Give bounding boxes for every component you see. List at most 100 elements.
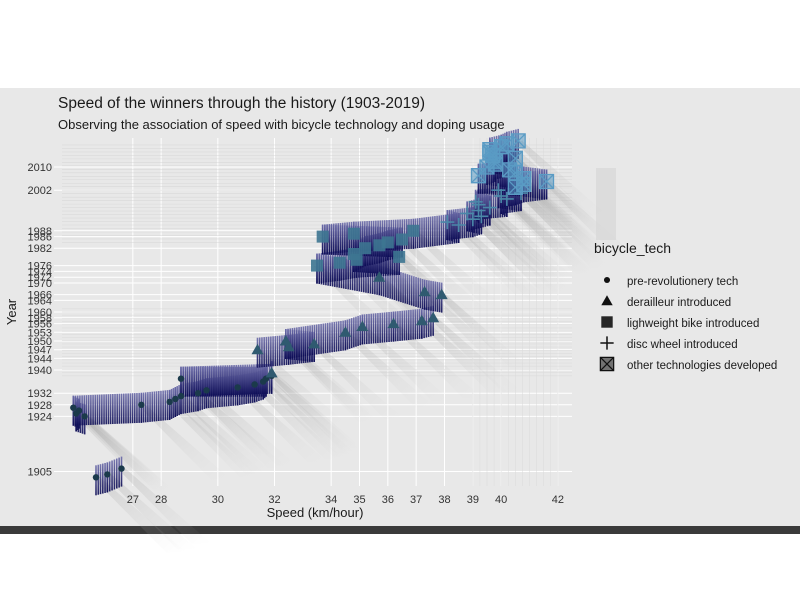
ribbon-stripe: [94, 394, 97, 425]
x-tick-label: 36: [382, 494, 394, 506]
ribbon-stripe: [388, 219, 390, 250]
ribbon-stripe: [298, 327, 300, 358]
ribbon-stripe: [438, 215, 441, 246]
ribbon-stripe: [248, 364, 251, 395]
ribbon-stripe: [239, 364, 242, 395]
ribbon-stripe: [151, 391, 154, 422]
ribbon-stripe: [402, 272, 404, 303]
ribbon-stripe: [337, 321, 340, 352]
ribbon-stripe: [442, 214, 445, 245]
ribbon-stripe: [417, 277, 419, 308]
ribbon-stripe: [118, 393, 121, 424]
point-pre-revolutionery-tech: [172, 395, 179, 403]
y-tick-label: 1982: [28, 243, 52, 255]
mark-shadow: [429, 317, 524, 393]
ribbon-stripe: [276, 335, 279, 366]
point-derailleur-introduced: [308, 337, 321, 349]
point-disc-wheel-introduced: [499, 191, 514, 206]
ribbon-stripe: [142, 392, 145, 423]
ribbon-stripe: [83, 395, 86, 426]
x-tick-label: 39: [467, 494, 479, 506]
ribbon-stripe: [136, 392, 138, 423]
ribbon-stripe: [249, 366, 252, 397]
ribbon-stripe: [370, 220, 373, 251]
ribbon-stripe: [255, 364, 257, 395]
legend-key-plus: [600, 336, 614, 350]
mark-shadow: [454, 225, 549, 300]
ribbon-stripe: [335, 223, 337, 254]
point-lighweight-bike-introduced: [350, 253, 363, 266]
mark-shadow: [310, 343, 405, 419]
ribbon-stripe: [242, 364, 244, 395]
mark-shadow: [485, 207, 580, 283]
ribbon-stripe: [414, 309, 417, 340]
ribbon-stripe: [153, 391, 156, 422]
ribbon-stripe: [109, 394, 112, 425]
ribbon-stripe: [410, 309, 412, 340]
ribbon-stripe: [327, 252, 330, 283]
mark-shadow: [398, 239, 492, 315]
ribbon-stripe: [328, 223, 331, 254]
y-tick-label: 1966: [28, 290, 52, 302]
ribbon-stripe: [281, 335, 283, 366]
point-disc-wheel-introduced: [468, 194, 483, 209]
ribbon-stripe: [387, 267, 389, 298]
ribbon-stripe: [429, 216, 432, 247]
ribbon-stripe: [425, 307, 428, 338]
ribbon-stripe: [307, 325, 309, 356]
ribbon-stripe: [341, 222, 344, 253]
ribbon-stripe: [189, 366, 191, 397]
ribbon-stripe: [470, 200, 473, 231]
ribbon-stripe: [381, 312, 384, 343]
ribbon-stripe: [375, 220, 377, 251]
ribbon-stripe: [413, 276, 415, 307]
bottom-bar: [0, 526, 800, 534]
ribbon-stripe: [372, 243, 375, 274]
ribbon-stripe: [325, 252, 327, 283]
ribbon-stripe: [258, 366, 261, 397]
ribbon-stripe: [87, 395, 90, 426]
ribbon-stripe: [228, 365, 231, 396]
ribbon-stripe: [329, 322, 331, 353]
ribbon-stripe: [444, 214, 447, 245]
ribbon-stripe: [379, 312, 381, 343]
chart-subtitle: Observing the association of speed with …: [58, 117, 505, 132]
ribbon-stripe: [383, 220, 386, 251]
ribbon-stripe: [374, 313, 377, 344]
mark-shadow: [233, 387, 328, 463]
ribbon-stripe: [323, 252, 325, 283]
ribbon-stripe: [195, 366, 198, 397]
ribbon-stripe: [473, 199, 475, 230]
ribbon-stripe: [467, 207, 470, 238]
ribbon-stripe: [434, 216, 436, 247]
ribbon-stripe: [131, 393, 134, 424]
ribbon-stripe: [127, 393, 129, 424]
y-tick-label: 1953: [28, 327, 52, 339]
legend-title: bicycle_tech: [594, 240, 671, 256]
y-tick-label: 2010: [28, 162, 52, 174]
mark-shadow: [443, 222, 538, 298]
ribbon-stripe: [395, 270, 398, 301]
ribbon-stripe: [324, 323, 327, 354]
point-pre-revolutionery-tech: [166, 398, 173, 406]
ribbon-stripe: [138, 392, 140, 423]
ribbon-stripe: [311, 325, 314, 356]
ribbon-stripe: [331, 322, 333, 353]
ribbon-stripe: [365, 262, 367, 293]
ribbon-stripe: [182, 366, 185, 397]
ribbon-stripe: [129, 393, 132, 424]
axes: 27 28 30 32 34 35 36 37 38 39 40 42 1905 192419281932…: [28, 162, 564, 506]
data-points: [70, 133, 555, 481]
ribbon-stripe: [265, 336, 268, 367]
ribbon-stripe: [272, 336, 274, 367]
ribbon-stripe: [386, 312, 388, 343]
ribbon-stripe: [111, 460, 113, 491]
ribbon-stripe: [513, 180, 515, 211]
ribbon-stripe: [385, 267, 387, 298]
ribbon-stripe: [367, 263, 370, 294]
ribbon-stripe: [490, 188, 493, 219]
ribbon-stripe: [237, 364, 240, 395]
ribbon-stripe: [184, 366, 187, 397]
ribbon-stripe: [256, 366, 259, 397]
